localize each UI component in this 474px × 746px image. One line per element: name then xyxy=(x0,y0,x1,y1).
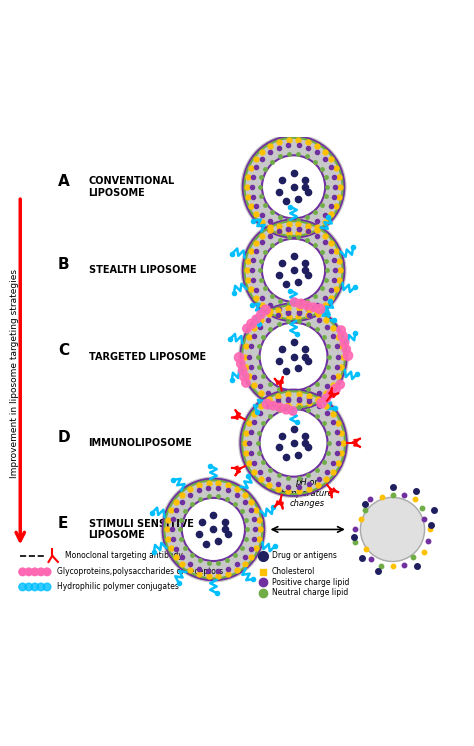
Text: Drug or antigens: Drug or antigens xyxy=(272,551,337,560)
Circle shape xyxy=(261,305,270,315)
Circle shape xyxy=(239,302,348,411)
Text: A: A xyxy=(58,174,70,189)
Text: Neutral charge lipid: Neutral charge lipid xyxy=(272,588,348,597)
Text: B: B xyxy=(58,257,70,272)
Circle shape xyxy=(342,345,350,354)
Circle shape xyxy=(337,326,346,334)
Circle shape xyxy=(242,379,250,387)
Circle shape xyxy=(239,372,249,381)
Circle shape xyxy=(241,134,346,239)
Text: Monoclonal targeting antibody: Monoclonal targeting antibody xyxy=(65,551,183,560)
Circle shape xyxy=(338,332,347,341)
Circle shape xyxy=(19,568,27,576)
Circle shape xyxy=(237,360,245,368)
Circle shape xyxy=(360,498,425,562)
Circle shape xyxy=(256,310,265,319)
Circle shape xyxy=(43,568,51,576)
Text: pH or
temperature
changes: pH or temperature changes xyxy=(280,478,333,508)
Text: IMMUNOLIPOSOME: IMMUNOLIPOSOME xyxy=(89,438,192,448)
Circle shape xyxy=(31,568,38,576)
Circle shape xyxy=(282,404,291,414)
Circle shape xyxy=(43,583,51,591)
Text: Hydrophilic polymer conjugates: Hydrophilic polymer conjugates xyxy=(57,583,179,592)
Circle shape xyxy=(327,389,335,398)
Circle shape xyxy=(31,583,38,591)
Circle shape xyxy=(37,568,45,576)
Circle shape xyxy=(340,339,349,347)
Circle shape xyxy=(247,319,256,328)
Text: STEALTH LIPOSOME: STEALTH LIPOSOME xyxy=(89,266,196,275)
Circle shape xyxy=(288,407,297,415)
Circle shape xyxy=(296,299,306,309)
Text: Improvement in liposome targeting strategies: Improvement in liposome targeting strate… xyxy=(10,269,19,477)
Circle shape xyxy=(252,315,261,324)
Text: Glycoproteins,polysaccharides or receptors: Glycoproteins,polysaccharides or recepto… xyxy=(57,568,223,577)
Circle shape xyxy=(238,366,247,374)
Circle shape xyxy=(161,477,266,582)
Text: CONVENTIONAL
LIPOSOME: CONVENTIONAL LIPOSOME xyxy=(89,176,175,198)
Circle shape xyxy=(183,499,244,560)
Circle shape xyxy=(37,583,45,591)
Text: Positive charge lipid: Positive charge lipid xyxy=(272,577,349,586)
Circle shape xyxy=(331,384,340,394)
Circle shape xyxy=(263,239,324,301)
Circle shape xyxy=(322,394,330,403)
Circle shape xyxy=(317,398,326,408)
Circle shape xyxy=(336,380,345,389)
Circle shape xyxy=(269,401,278,410)
Circle shape xyxy=(239,388,348,498)
Circle shape xyxy=(19,583,27,591)
Text: D: D xyxy=(58,430,71,445)
Circle shape xyxy=(343,351,353,360)
Circle shape xyxy=(241,218,346,322)
Circle shape xyxy=(315,304,325,313)
Circle shape xyxy=(276,404,284,412)
Circle shape xyxy=(25,583,33,591)
Circle shape xyxy=(25,568,33,576)
Circle shape xyxy=(261,410,327,476)
Text: Cholesterol: Cholesterol xyxy=(272,568,315,577)
Circle shape xyxy=(263,156,324,218)
Circle shape xyxy=(303,301,311,310)
Circle shape xyxy=(235,353,244,362)
Circle shape xyxy=(263,399,272,409)
Text: E: E xyxy=(58,516,68,531)
Text: TARGETED LIPOSOME: TARGETED LIPOSOME xyxy=(89,351,206,362)
Text: C: C xyxy=(58,343,69,358)
Circle shape xyxy=(290,298,299,307)
Circle shape xyxy=(261,324,327,389)
Circle shape xyxy=(243,325,251,333)
Circle shape xyxy=(310,303,318,312)
Text: STIMULI SENSITIVE
LIPOSOME: STIMULI SENSITIVE LIPOSOME xyxy=(89,518,193,540)
